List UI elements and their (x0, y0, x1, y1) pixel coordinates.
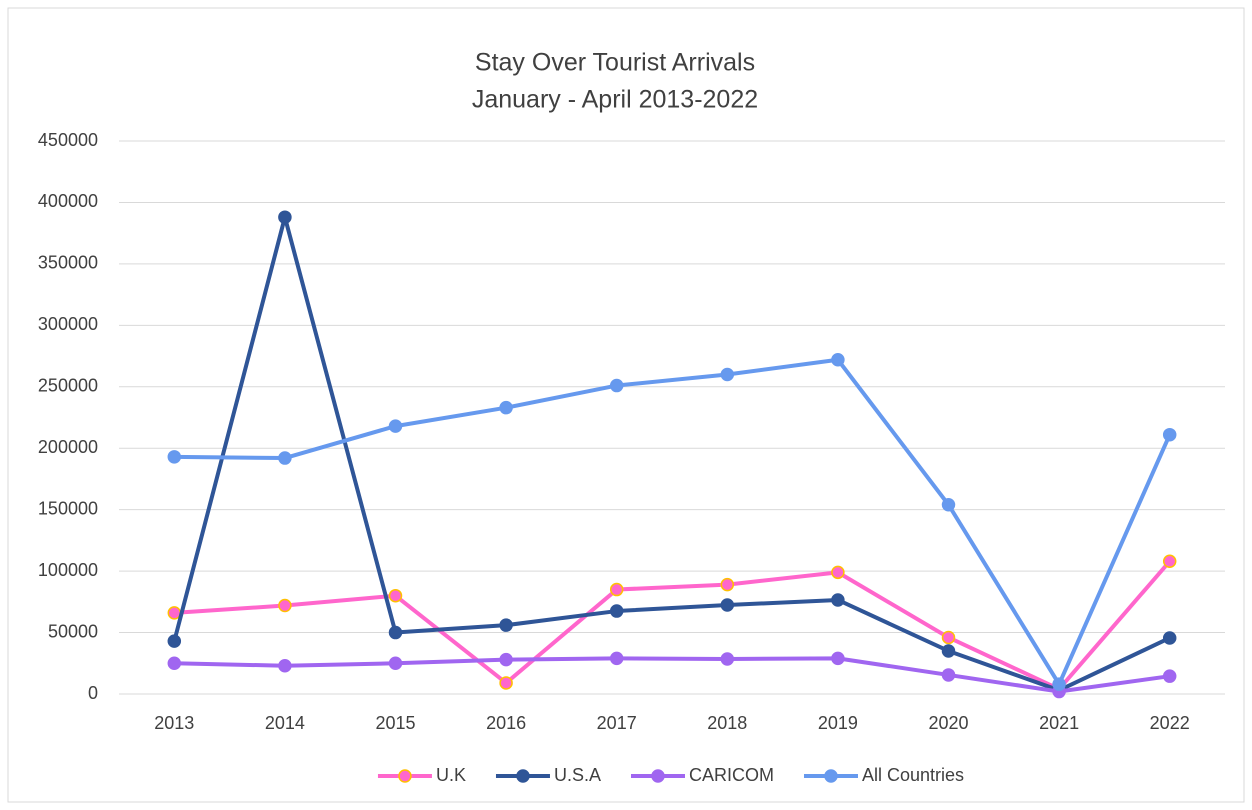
x-tick-label: 2020 (928, 713, 968, 733)
x-tick-label: 2018 (707, 713, 747, 733)
legend-item: CARICOM (630, 765, 774, 785)
y-tick-label: 50000 (48, 621, 98, 641)
data-point (720, 652, 735, 666)
data-point (831, 352, 845, 367)
x-tick-label: 2016 (486, 713, 526, 733)
y-tick-label: 250000 (38, 376, 98, 396)
data-point (609, 604, 624, 618)
data-point (278, 451, 292, 465)
y-tick-label: 100000 (38, 560, 98, 580)
legend-label: U.S.A (554, 765, 601, 785)
x-tick-label: 2021 (1039, 713, 1079, 733)
x-tick-label: 2013 (154, 713, 194, 733)
data-point (278, 658, 292, 673)
data-point (609, 378, 624, 393)
data-point (499, 400, 513, 415)
data-point (167, 656, 182, 671)
data-point (1162, 554, 1177, 569)
legend-marker (651, 769, 665, 783)
data-point (167, 606, 182, 620)
data-point (167, 634, 182, 648)
data-point (941, 498, 956, 512)
y-tick-label: 200000 (38, 437, 98, 457)
data-point (941, 668, 956, 682)
data-point (720, 598, 735, 612)
legend-marker (824, 769, 838, 783)
x-tick-label: 2022 (1150, 713, 1190, 733)
x-tick-label: 2014 (265, 713, 305, 733)
legend-marker (516, 769, 530, 783)
data-point (941, 630, 956, 645)
legend-item: U.S.A (495, 765, 601, 785)
y-tick-label: 350000 (38, 253, 98, 273)
series-line (174, 357, 1172, 687)
data-point (831, 593, 845, 607)
data-point (1162, 631, 1177, 645)
series-line (174, 656, 1170, 694)
data-point (1162, 669, 1177, 683)
data-point (167, 450, 182, 464)
x-tick-label: 2015 (375, 713, 415, 733)
legend-marker (398, 769, 412, 783)
legend-label: U.K (436, 765, 466, 785)
series-line (174, 559, 1172, 692)
data-point (609, 582, 624, 597)
data-point (388, 419, 403, 433)
data-point (499, 676, 513, 690)
chart-border (7, 7, 1245, 803)
data-point (499, 618, 513, 632)
data-point (278, 598, 292, 613)
legend-label: All Countries (862, 765, 964, 785)
y-tick-label: 450000 (38, 130, 98, 150)
data-point (388, 625, 403, 640)
data-point (831, 565, 845, 580)
chart-title: Stay Over Tourist Arrivals (475, 49, 755, 77)
y-tick-label: 150000 (38, 498, 98, 518)
data-point (720, 577, 735, 592)
data-point (388, 588, 403, 603)
y-tick-label: 300000 (38, 314, 98, 334)
data-point (278, 210, 292, 224)
chart-subtitle: January - April 2013-2022 (472, 86, 758, 114)
data-point (1052, 677, 1066, 691)
data-point (720, 367, 735, 382)
x-tick-label: 2017 (597, 713, 637, 733)
y-tick-label: 400000 (38, 191, 98, 211)
data-point (941, 644, 956, 658)
data-point (1162, 427, 1177, 442)
data-point (609, 651, 624, 666)
x-tick-label: 2019 (818, 713, 858, 733)
data-point (499, 652, 513, 667)
legend-item: U.K (377, 765, 466, 785)
series-line (172, 215, 1171, 693)
data-point (388, 656, 403, 671)
legend-item: All Countries (803, 765, 964, 785)
legend-label: CARICOM (689, 765, 774, 785)
y-tick-label: 0 (88, 683, 98, 703)
data-point (831, 651, 845, 666)
